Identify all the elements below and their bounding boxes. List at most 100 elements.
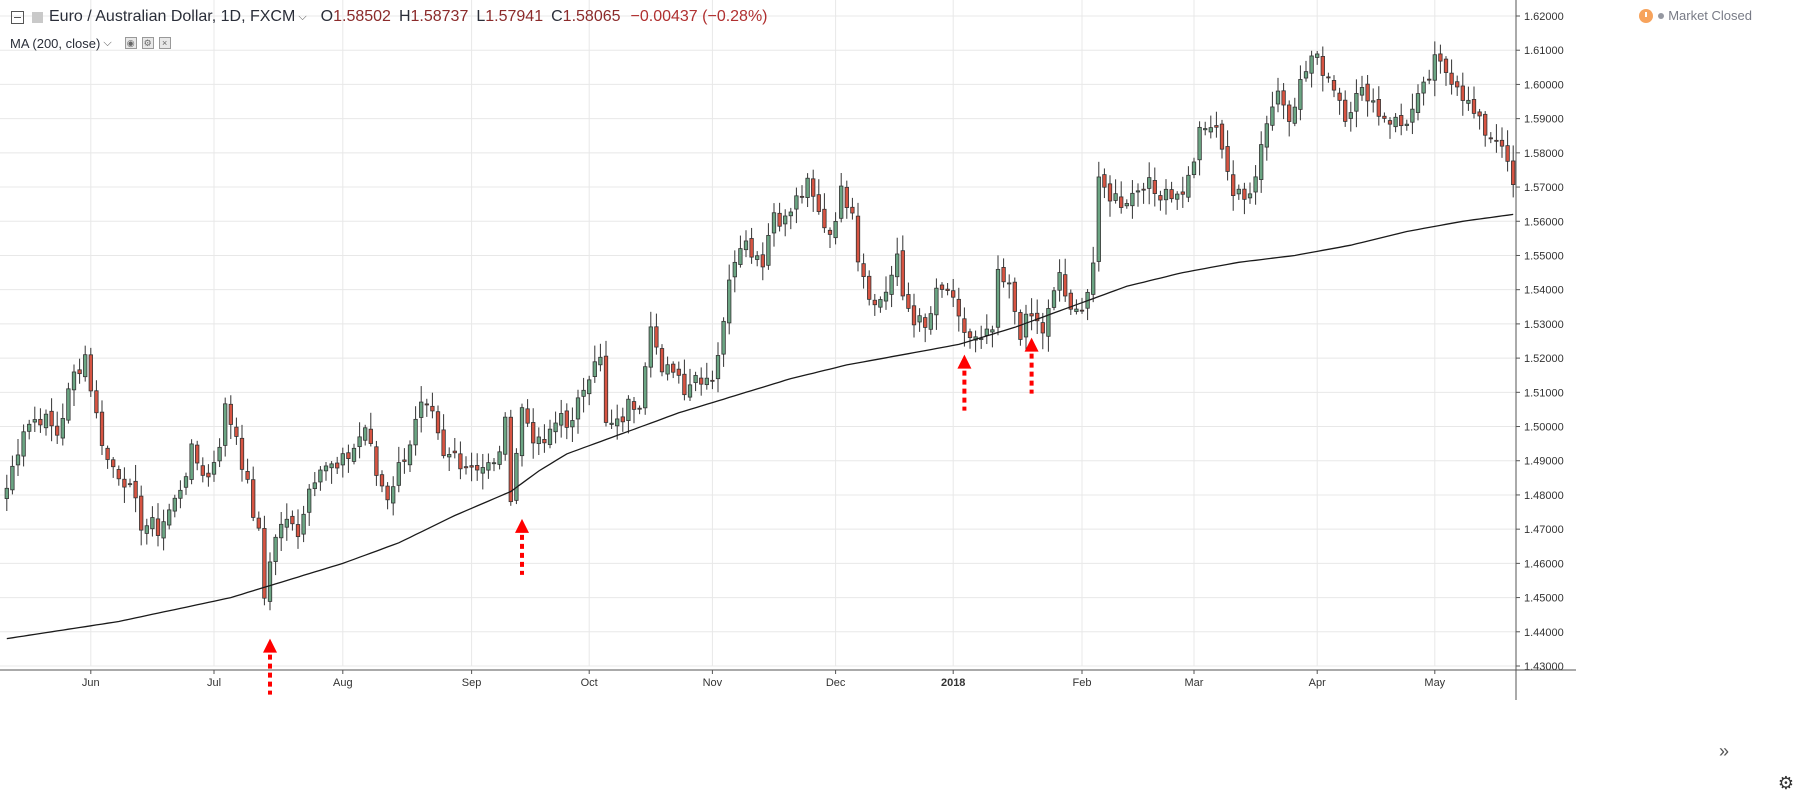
candle-up [363, 427, 368, 441]
candle-up [357, 436, 362, 448]
market-status-label: Market Closed [1668, 8, 1752, 23]
eye-icon[interactable]: ◉ [124, 37, 137, 49]
candle-down [564, 410, 569, 428]
collapse-icon[interactable] [11, 10, 24, 24]
candle-up [267, 561, 273, 602]
candle-up [1236, 188, 1241, 195]
candle-up [301, 513, 306, 535]
settings-gear-icon[interactable]: ⚙ [1777, 773, 1795, 793]
candle-down [475, 464, 480, 471]
x-tick-label: Nov [703, 677, 723, 689]
candle-up [547, 428, 553, 445]
y-tick-label: 1.52000 [1524, 353, 1564, 365]
candle-up [1046, 308, 1051, 337]
candle-down [1488, 137, 1493, 140]
candle-up [665, 364, 670, 375]
candle-down [38, 418, 43, 426]
candle-up [1051, 290, 1057, 308]
arrow-head [263, 638, 277, 653]
candle-up [1298, 79, 1303, 110]
candle-up [1348, 112, 1353, 119]
chart-header: Euro / Australian Dollar, 1D, FXCM ⌵ O 1… [0, 0, 768, 34]
y-tick-label: 1.58000 [1524, 148, 1564, 160]
candle-down [811, 178, 816, 197]
y-tick-label: 1.60000 [1524, 79, 1564, 91]
candle-down [200, 465, 205, 476]
candle-up [447, 454, 452, 458]
y-tick-label: 1.53000 [1524, 319, 1564, 331]
candle-down [939, 284, 945, 290]
candle-down [911, 305, 917, 326]
candle-up [351, 447, 357, 462]
candle-up [1359, 87, 1365, 96]
candle-up [1203, 128, 1208, 131]
candle-up [161, 521, 166, 539]
candle-up [419, 401, 424, 418]
candle-down [379, 474, 385, 487]
candle-down [710, 379, 715, 382]
scroll-to-realtime-button[interactable]: » [1707, 736, 1741, 766]
chevron-down-icon[interactable]: ⌵ [298, 10, 307, 23]
clock-icon [1639, 8, 1654, 23]
open-label: O [320, 8, 334, 25]
candle-up [1124, 203, 1129, 207]
candle-up [704, 377, 709, 386]
candle-up [1259, 144, 1264, 180]
symbol-title[interactable]: Euro / Australian Dollar, 1D, FXCM [49, 8, 296, 25]
y-tick-label: 1.56000 [1524, 216, 1564, 228]
candle-down [228, 403, 233, 425]
candle-down [55, 425, 60, 436]
candle-up [167, 509, 172, 526]
candle-down [111, 459, 116, 468]
candle-up [805, 177, 810, 199]
candle-up [27, 423, 32, 432]
double-chevron-right-icon: » [1718, 740, 1729, 761]
candle-down [603, 355, 609, 423]
candle-down [1281, 90, 1286, 106]
candle-down [1219, 123, 1225, 150]
x-tick-label: Apr [1309, 677, 1326, 689]
candle-up [83, 354, 88, 378]
chevron-down-icon[interactable]: ⌵ [103, 36, 112, 49]
candle-down [906, 294, 911, 309]
close-icon[interactable]: × [158, 37, 171, 49]
y-tick-label: 1.44000 [1524, 627, 1564, 639]
candle-down [385, 485, 390, 501]
y-tick-label: 1.49000 [1524, 456, 1564, 468]
candle-down [1001, 267, 1006, 283]
y-tick-label: 1.50000 [1524, 422, 1564, 434]
candle-down [469, 465, 474, 468]
candle-down [962, 318, 967, 333]
candle-up [833, 220, 838, 239]
candle-down [245, 471, 250, 480]
candle-up [990, 329, 995, 333]
candle-up [979, 338, 984, 340]
candle-up [1292, 106, 1297, 124]
candle-down [620, 416, 625, 423]
x-tick-label: Mar [1185, 677, 1204, 689]
candle-down [1180, 191, 1185, 195]
candle-down [1443, 58, 1449, 73]
candle-down [94, 390, 99, 414]
candle-down [945, 288, 950, 291]
candle-down [799, 195, 805, 198]
candle-down [542, 439, 547, 444]
candle-down [251, 479, 256, 518]
high-label: H [398, 8, 411, 25]
candle-up [788, 211, 793, 217]
study-label[interactable]: MA (200, close) [10, 35, 101, 51]
candle-up [1096, 176, 1101, 262]
candle-down [1511, 160, 1516, 186]
candle-up [570, 420, 575, 428]
status-dot-icon [1658, 12, 1665, 19]
candle-down [1214, 125, 1219, 128]
candle-up [391, 486, 396, 504]
candle-down [760, 254, 765, 268]
gear-icon[interactable]: ⚙ [141, 37, 154, 49]
candle-up [172, 497, 177, 512]
candle-down [900, 250, 905, 297]
candle-down [195, 444, 200, 464]
markers [263, 337, 1039, 695]
candle-down [654, 326, 659, 348]
